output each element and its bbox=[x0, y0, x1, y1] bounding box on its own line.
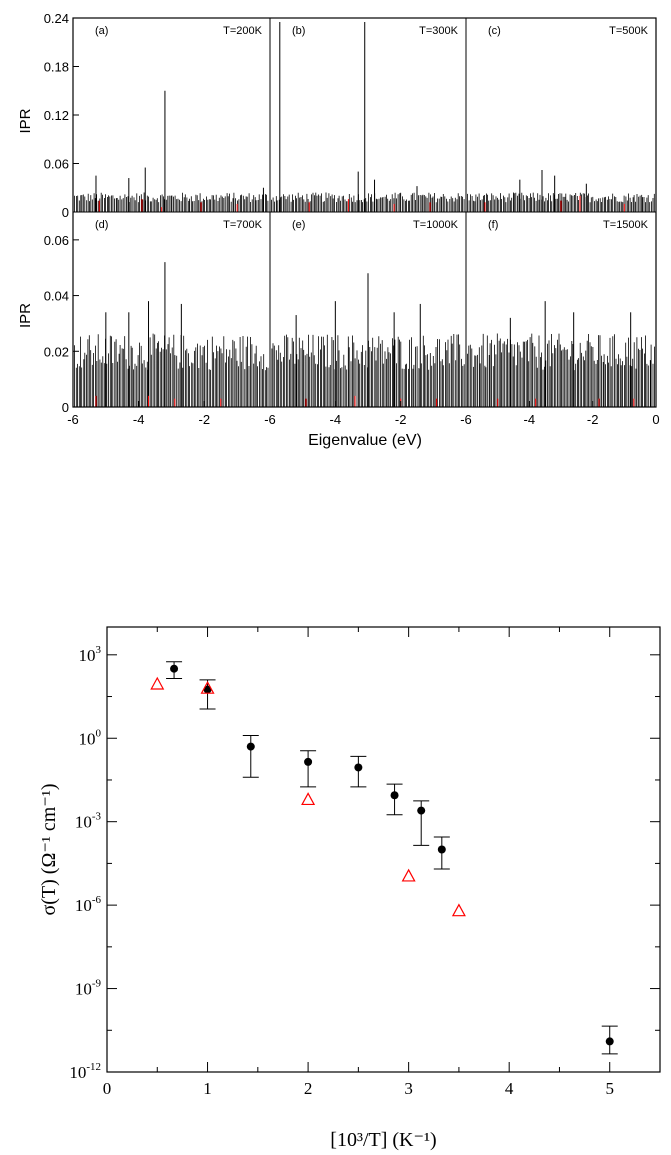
y-axis-label: IPR bbox=[17, 108, 34, 133]
error-bar bbox=[300, 750, 317, 788]
data-point-circle bbox=[203, 685, 212, 694]
x-tick-label: 2 bbox=[304, 1079, 313, 1098]
x-tick-label: -2 bbox=[395, 412, 407, 427]
y-tick-label: 0.06 bbox=[44, 157, 69, 172]
y-tick-label: 0 bbox=[62, 205, 69, 220]
y-tick-label: 0.02 bbox=[44, 344, 69, 359]
y-tick-label: 100 bbox=[79, 727, 102, 748]
x-tick-label: -4 bbox=[330, 412, 342, 427]
data-point-circle bbox=[390, 791, 399, 800]
x-tick-label: 5 bbox=[605, 1079, 614, 1098]
y-tick-label: 10-9 bbox=[75, 978, 102, 999]
x-tick-label: 3 bbox=[404, 1079, 413, 1098]
x-tick-label: 0 bbox=[652, 412, 659, 427]
data-point-circle bbox=[417, 806, 426, 815]
data-point-circle bbox=[170, 664, 179, 673]
x-tick-label: -2 bbox=[199, 412, 211, 427]
panel-temperature: T=700K bbox=[223, 219, 262, 231]
panel-a: (a) T=200K bbox=[74, 25, 269, 212]
ipr-spikes bbox=[271, 334, 465, 407]
panel-e: (e) T=1000K bbox=[271, 219, 465, 407]
data-point-triangle bbox=[150, 676, 165, 690]
panel-temperature: T=200K bbox=[223, 25, 262, 37]
error-bar bbox=[350, 755, 367, 788]
ipr-spikes bbox=[467, 192, 655, 212]
x-tick-label: -4 bbox=[133, 412, 145, 427]
data-point-circle bbox=[437, 845, 446, 854]
panel-b: (b) T=300K bbox=[271, 22, 465, 212]
data-point-triangle bbox=[451, 903, 466, 917]
x-tick-label: -6 bbox=[460, 412, 472, 427]
x-tick-label: -6 bbox=[264, 412, 276, 427]
y-tick-label: 10-12 bbox=[69, 1061, 101, 1082]
panel-letter: (a) bbox=[95, 25, 108, 37]
x-tick-label: -2 bbox=[587, 412, 599, 427]
panel-temperature: T=300K bbox=[419, 25, 458, 37]
data-point-triangle bbox=[301, 792, 316, 806]
x-tick-label: -4 bbox=[524, 412, 536, 427]
y-tick-label: 0.06 bbox=[44, 233, 69, 248]
data-point-circle bbox=[605, 1037, 614, 1046]
ipr-spikes bbox=[467, 333, 655, 407]
y-axis-label: σ(T) (Ω⁻¹ cm⁻¹) bbox=[38, 783, 60, 915]
panel-d: (d) T=700K bbox=[74, 219, 269, 407]
y-tick-label: 0.24 bbox=[44, 11, 69, 26]
y-tick-label: 103 bbox=[79, 644, 102, 665]
panel-temperature: T=1000K bbox=[413, 219, 459, 231]
x-tick-label: -6 bbox=[67, 412, 79, 427]
data-point-triangle bbox=[401, 868, 416, 882]
y-tick-label: 0.12 bbox=[44, 108, 69, 123]
panel-c: (c) T=500K bbox=[467, 25, 655, 212]
panel-letter: (c) bbox=[488, 25, 501, 37]
conductivity-chart: 0 1 2 3 4 5 103 100 10-3 10-6 10-9 10-12 [10³/T] (K⁻… bbox=[38, 626, 661, 1151]
data-point-circle bbox=[304, 757, 313, 766]
x-tick-label: 0 bbox=[103, 1079, 112, 1098]
data-point-circle bbox=[246, 742, 255, 751]
ipr-panels-chart: (a) T=200K (b) T=300K (c) T=500K (d) T=700K (e) T… bbox=[17, 11, 660, 449]
panel-letter: (b) bbox=[292, 25, 305, 37]
error-bar bbox=[386, 783, 403, 816]
data-point-circle bbox=[354, 763, 363, 772]
panel-letter: (f) bbox=[488, 219, 498, 231]
panel-temperature: T=1500K bbox=[603, 219, 649, 231]
y-tick-label: 0.18 bbox=[44, 60, 69, 75]
y-tick-label: 10-6 bbox=[75, 894, 102, 915]
ipr-spikes bbox=[74, 333, 269, 407]
ipr-spikes bbox=[74, 192, 269, 212]
x-tick-label: 4 bbox=[505, 1079, 514, 1098]
plot-frame bbox=[106, 626, 661, 1073]
data-point-triangle bbox=[200, 680, 215, 694]
x-axis-label: Eigenvalue (eV) bbox=[308, 432, 422, 449]
x-axis-label: [10³/T] (K⁻¹) bbox=[330, 1129, 436, 1151]
y-tick-label: 10-3 bbox=[75, 811, 102, 832]
panel-letter: (e) bbox=[292, 219, 305, 231]
y-tick-label: 0.04 bbox=[44, 289, 69, 304]
y-tick-label: 0 bbox=[62, 400, 69, 415]
error-bar bbox=[199, 679, 216, 710]
x-tick-label: 1 bbox=[203, 1079, 212, 1098]
panel-temperature: T=500K bbox=[609, 25, 648, 37]
panel-letter: (d) bbox=[95, 219, 108, 231]
y-axis-label: IPR bbox=[17, 303, 34, 328]
error-bar bbox=[242, 734, 259, 778]
panel-f: (f) T=1500K bbox=[467, 219, 655, 407]
ipr-spikes bbox=[271, 192, 465, 212]
